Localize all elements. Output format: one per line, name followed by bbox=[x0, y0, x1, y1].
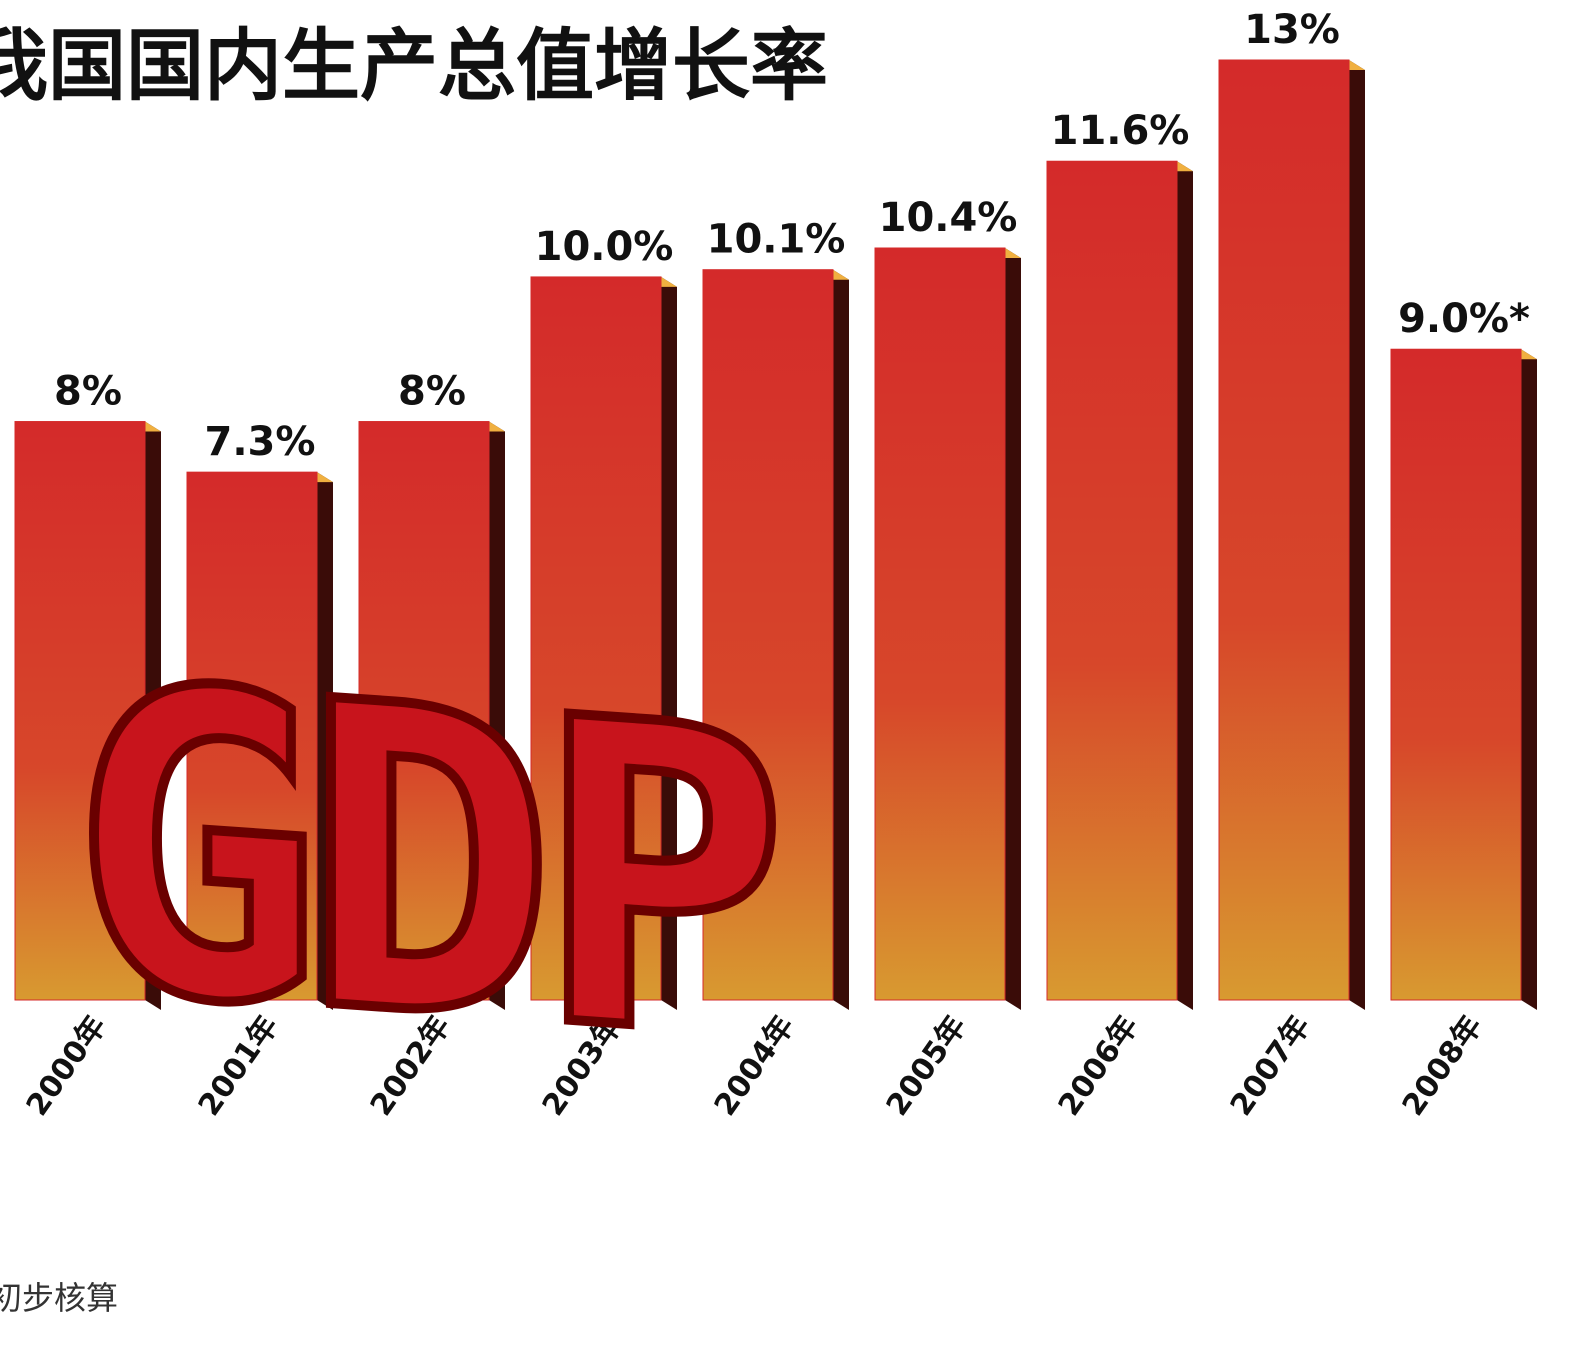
bar-side bbox=[1177, 161, 1193, 1010]
x-tick-label: 2006年 bbox=[1052, 1009, 1146, 1122]
bar bbox=[1390, 348, 1522, 1001]
value-label: 10.1% bbox=[707, 217, 846, 263]
footnote: 初步核算 bbox=[0, 1279, 118, 1317]
x-tick-label: 2005年 bbox=[880, 1009, 974, 1122]
bar bbox=[358, 421, 490, 1001]
bar-side bbox=[145, 421, 161, 1010]
bar bbox=[702, 269, 834, 1001]
x-tick-label: 2007年 bbox=[1224, 1009, 1318, 1122]
x-tick-label: 2008年 bbox=[1396, 1009, 1490, 1122]
bar bbox=[1046, 160, 1178, 1001]
bar bbox=[530, 276, 662, 1001]
bar-side bbox=[1005, 248, 1021, 1010]
value-label: 10.4% bbox=[879, 195, 1018, 241]
bar-side bbox=[317, 472, 333, 1011]
value-label: 13% bbox=[1244, 7, 1340, 53]
value-label: 9.0%* bbox=[1398, 296, 1530, 342]
value-label: 8% bbox=[54, 369, 122, 415]
emblem: GDP bbox=[70, 596, 772, 1133]
value-label: 7.3% bbox=[205, 419, 316, 465]
bar-side bbox=[1349, 60, 1365, 1010]
bar bbox=[1218, 59, 1350, 1001]
bar-side bbox=[833, 269, 849, 1010]
value-label: 10.0% bbox=[535, 224, 674, 270]
bar-side bbox=[1521, 349, 1537, 1010]
bar bbox=[186, 471, 318, 1001]
bar-side bbox=[661, 276, 677, 1010]
chart-title: 我国国内生产总值增长率 bbox=[0, 21, 828, 112]
bar bbox=[14, 421, 146, 1001]
bar-side bbox=[489, 421, 505, 1010]
bar bbox=[874, 247, 1006, 1001]
value-label: 11.6% bbox=[1051, 108, 1190, 154]
value-label: 8% bbox=[398, 369, 466, 415]
